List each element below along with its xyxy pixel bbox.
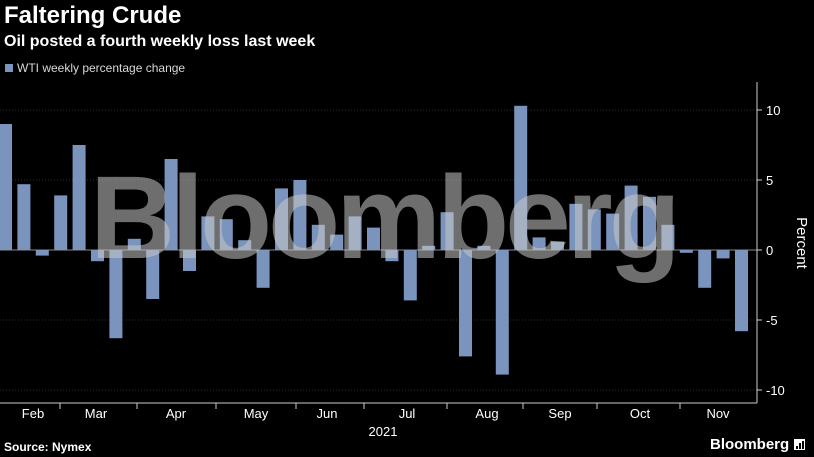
y-axis-title: Percent [793, 217, 810, 270]
bar [422, 245, 436, 250]
bar [661, 224, 675, 250]
legend-swatch [5, 64, 13, 72]
brand-logo: Bloomberg [710, 436, 806, 453]
x-tick-label: Oct [630, 406, 651, 421]
bar [477, 245, 491, 250]
bar [440, 212, 454, 250]
x-axis: Feb Mar Apr May Jun Jul Aug Sep Oct Nov 2021 [0, 402, 757, 439]
x-tick-label: May [244, 406, 269, 421]
x-year-label: 2021 [369, 424, 398, 439]
bar [532, 237, 546, 250]
y-tick-label: -5 [766, 313, 778, 328]
x-tick-label: Sep [548, 406, 571, 421]
bar [35, 250, 49, 256]
bar [146, 250, 160, 299]
bar [679, 250, 693, 253]
bar [17, 184, 31, 250]
legend: WTI weekly percentage change [5, 61, 185, 75]
bar [643, 196, 656, 250]
source-note: Source: Nymex [4, 440, 92, 454]
bar [256, 250, 270, 288]
bar [91, 250, 104, 262]
bar [606, 213, 620, 250]
bar-chart-icon [794, 439, 806, 450]
x-tick-label: Nov [706, 406, 730, 421]
x-tick-label: Mar [85, 406, 108, 421]
bar [624, 185, 638, 250]
y-tick-label: -10 [766, 383, 785, 398]
bar [201, 216, 215, 250]
bar [459, 250, 472, 357]
chart-title: Faltering Crude [4, 2, 182, 29]
y-tick-label: 0 [766, 243, 773, 258]
bar [183, 250, 196, 271]
bar [716, 250, 730, 259]
bar [275, 188, 288, 250]
y-tick-label: 10 [766, 103, 780, 118]
y-tick-label: 5 [766, 173, 773, 188]
bar [72, 145, 86, 250]
brand-text: Bloomberg [710, 436, 790, 453]
bar [385, 250, 399, 262]
bar [164, 159, 178, 250]
bar [0, 124, 12, 250]
bar [403, 250, 417, 301]
x-tick-label: Apr [166, 406, 187, 421]
bar [587, 209, 601, 250]
bar [735, 250, 748, 332]
bar [54, 195, 68, 250]
bar [551, 241, 564, 250]
bar [219, 219, 233, 250]
bar [330, 234, 344, 250]
chart-subtitle: Oil posted a fourth weekly loss last wee… [4, 33, 316, 50]
x-tick-label: Aug [475, 406, 498, 421]
legend-label: WTI weekly percentage change [17, 61, 186, 75]
x-tick-label: Feb [22, 406, 44, 421]
bar [514, 105, 528, 250]
y-axis: 10 5 0 -5 -10 Percent [756, 82, 810, 403]
bar [569, 203, 583, 250]
bar [109, 250, 123, 339]
bar [238, 240, 252, 250]
bar [127, 238, 141, 250]
x-tick-label: Jul [399, 406, 416, 421]
bar [495, 250, 509, 375]
bars [0, 105, 748, 375]
x-tick-label: Jun [317, 406, 338, 421]
bar [348, 216, 362, 250]
bar [293, 180, 307, 250]
bar [698, 250, 712, 288]
bar [311, 224, 325, 250]
bar [367, 227, 380, 250]
